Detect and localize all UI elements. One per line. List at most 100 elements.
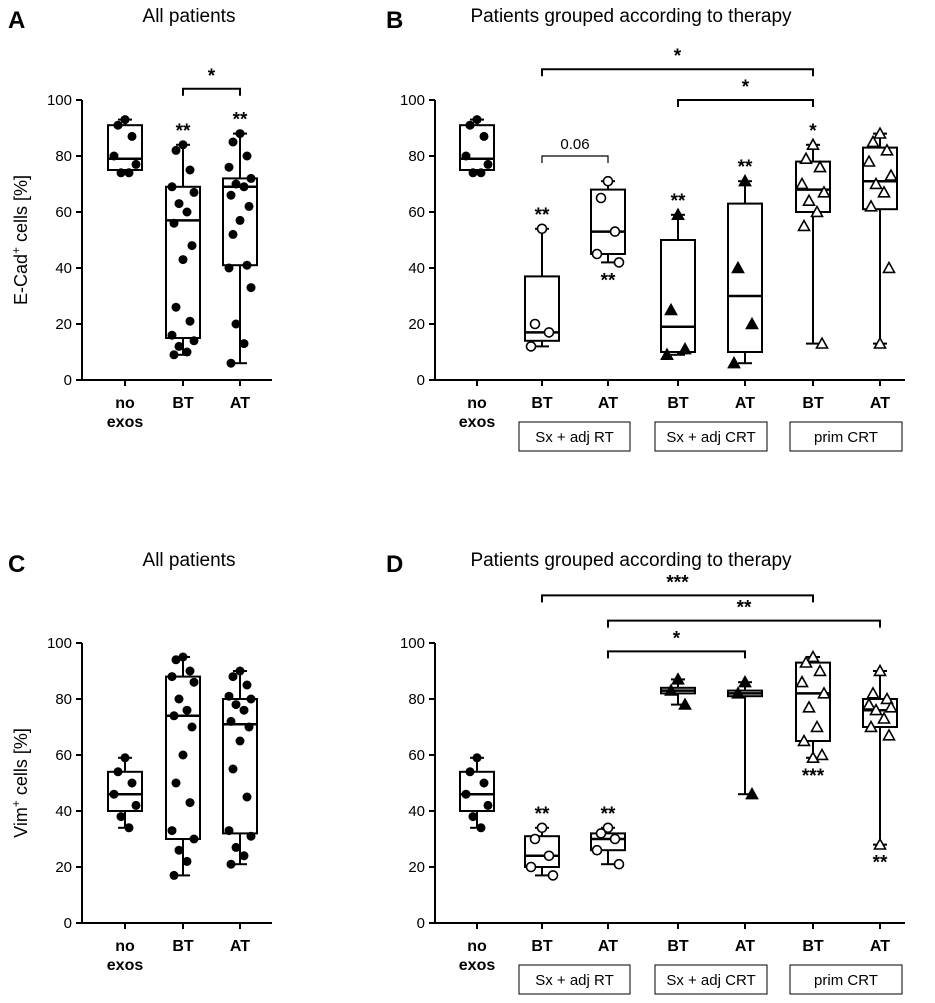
bracket-label-b: *: [742, 77, 750, 98]
data-point-d: [479, 778, 489, 788]
data-point-b: [862, 154, 876, 167]
y-tick-label-a: 60: [55, 204, 72, 221]
data-point-b: [797, 218, 811, 232]
data-point-a: [242, 260, 252, 270]
category-label-a: AT: [230, 395, 250, 412]
box-c: [222, 698, 258, 835]
data-point-c: [178, 652, 188, 662]
data-point-a: [113, 120, 123, 130]
data-point-b: [671, 207, 685, 220]
significance-marker-b: *: [809, 121, 817, 142]
therapy-group-box-b: [789, 421, 903, 452]
y-tick-label-c: 80: [55, 691, 72, 708]
data-point-d: [797, 733, 811, 747]
data-point-d: [877, 711, 891, 724]
data-point-c: [174, 845, 184, 855]
data-point-b: [472, 115, 482, 125]
y-tick-label-b: 0: [417, 372, 425, 389]
data-point-c: [239, 851, 249, 861]
category-label-b: AT: [598, 395, 618, 412]
bracket-label-d: ***: [666, 572, 689, 593]
data-point-d: [613, 858, 625, 870]
data-point-d: [738, 675, 752, 688]
significance-marker-b: **: [535, 205, 550, 226]
box-a: [165, 185, 201, 339]
data-point-a: [228, 137, 238, 147]
data-point-a: [235, 215, 245, 225]
y-tick-label-a: 40: [55, 260, 72, 277]
data-point-c: [120, 753, 130, 763]
data-point-b: [613, 257, 625, 268]
data-point-a: [178, 255, 188, 265]
data-point-b: [529, 318, 541, 330]
comparison-bracket-a: [182, 87, 241, 96]
significance-marker-b: **: [601, 270, 616, 291]
category-label-d: BT: [667, 938, 689, 955]
data-point-d: [465, 767, 475, 777]
data-point-b: [525, 341, 537, 352]
data-point-c: [187, 722, 197, 732]
data-point-d: [813, 663, 827, 677]
box-a: [107, 124, 143, 171]
box-d: [524, 835, 560, 869]
data-point-b: [813, 160, 827, 173]
comparison-bracket-d: [607, 619, 881, 628]
significance-marker-d: ***: [802, 766, 825, 787]
data-point-c: [174, 694, 184, 704]
therapy-group-box-d: [654, 964, 768, 995]
y-tick-label-a: 0: [64, 372, 72, 389]
data-point-c: [167, 826, 177, 836]
data-point-c: [244, 722, 254, 732]
data-point-b: [738, 174, 752, 187]
data-point-b: [461, 151, 471, 161]
data-point-d: [799, 655, 813, 668]
box-a: [222, 177, 258, 267]
data-point-d: [547, 870, 559, 881]
data-point-c: [224, 826, 234, 836]
bracket-label-d: **: [737, 598, 752, 619]
data-point-b: [877, 185, 891, 198]
data-point-a: [185, 165, 195, 175]
data-point-d: [731, 686, 745, 699]
category-label-b: no: [467, 395, 487, 412]
data-point-c: [124, 823, 134, 833]
therapy-group-label-d: Sx + adj RT: [535, 972, 614, 989]
data-point-c: [109, 789, 119, 799]
data-point-a: [246, 173, 256, 183]
data-point-b: [873, 126, 887, 139]
data-point-a: [182, 207, 192, 217]
category-label-a: no: [115, 395, 135, 412]
data-point-b: [745, 316, 759, 330]
data-point-d: [862, 697, 876, 710]
data-point-d: [806, 649, 820, 663]
category-label-d: AT: [870, 938, 890, 955]
box-b: [862, 146, 898, 211]
box-b: [727, 202, 763, 353]
data-point-b: [815, 336, 829, 349]
box-b: [590, 188, 626, 256]
box-d: [862, 698, 898, 728]
data-point-a: [239, 339, 249, 349]
data-point-b: [660, 347, 674, 361]
data-point-d: [884, 700, 898, 713]
data-point-d: [602, 822, 614, 834]
data-point-a: [131, 159, 141, 169]
data-point-c: [185, 666, 195, 676]
panel-title-c: All patients: [143, 550, 236, 571]
data-point-c: [231, 842, 241, 852]
category-label-b: exos: [459, 414, 496, 431]
data-point-c: [185, 798, 195, 808]
data-point-d: [806, 750, 820, 764]
bracket-label-b: *: [674, 46, 682, 67]
data-point-c: [127, 778, 137, 788]
y-tick-label-a: 100: [47, 92, 72, 109]
data-point-c: [246, 831, 256, 841]
therapy-group-label-b: Sx + adj CRT: [666, 429, 755, 446]
data-point-a: [226, 358, 236, 368]
data-point-c: [169, 870, 179, 880]
data-point-d: [873, 663, 887, 677]
data-point-d: [678, 697, 692, 710]
panel-letter-b: B: [386, 7, 403, 34]
data-point-b: [806, 137, 820, 150]
data-point-c: [178, 750, 188, 760]
